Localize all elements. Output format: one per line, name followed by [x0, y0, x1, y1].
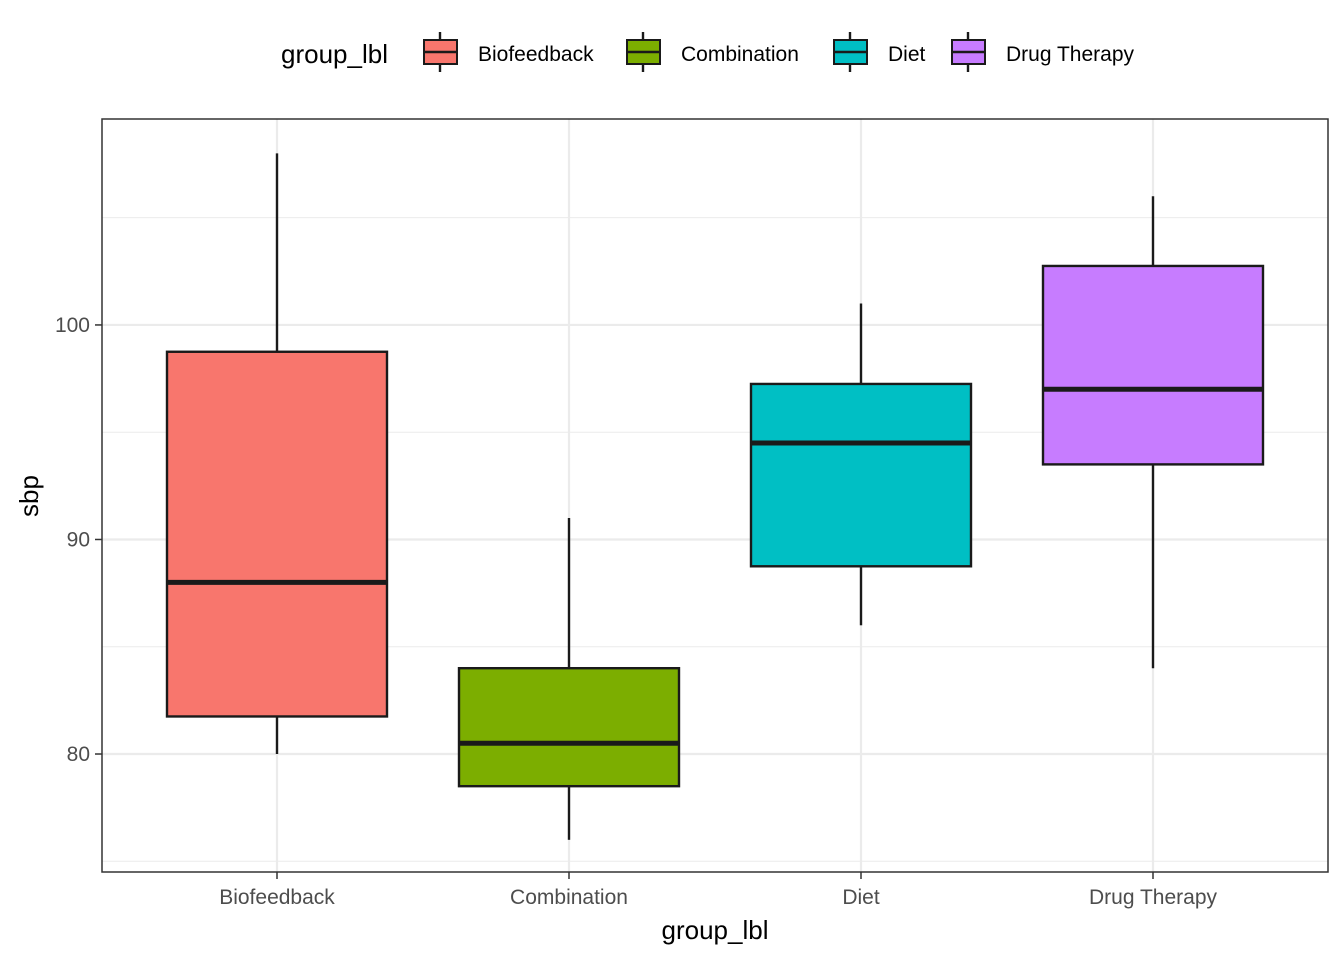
box-iqr [1041, 264, 1265, 466]
y-axis-title: sbp [14, 475, 44, 517]
x-tick-label: Biofeedback [219, 886, 335, 909]
box-combination [457, 518, 681, 840]
box-iqr [749, 382, 973, 568]
x-tick-label: Drug Therapy [1089, 886, 1218, 909]
box-iqr [165, 350, 389, 718]
legend-label: Biofeedback [478, 43, 594, 66]
x-axis-title: group_lbl [662, 915, 769, 945]
box-biofeedback [165, 153, 389, 755]
plot-border [101, 118, 1329, 873]
y-tick-label: 90 [67, 528, 90, 551]
legend-label: Drug Therapy [1006, 43, 1135, 66]
plot-panel [101, 118, 1329, 873]
boxes [165, 153, 1265, 840]
box-iqr [457, 666, 681, 788]
legend-item-drug-therapy: Drug Therapy [951, 32, 1135, 72]
legend: group_lbl Biofeedback Combination Diet Drug… [281, 32, 1135, 72]
legend-item-combination: Combination [626, 32, 799, 72]
legend-label: Combination [681, 43, 799, 66]
box-diet [749, 303, 973, 626]
box-drug-therapy [1041, 196, 1265, 669]
y-tick-label: 80 [67, 743, 90, 766]
legend-title: group_lbl [281, 39, 388, 69]
legend-item-biofeedback: Biofeedback [423, 32, 594, 72]
legend-item-diet: Diet [833, 32, 926, 72]
x-axis: Biofeedback Combination Diet Drug Therapy [219, 872, 1218, 909]
x-tick-label: Combination [510, 886, 628, 909]
x-tick-label: Diet [842, 886, 880, 909]
legend-label: Diet [888, 43, 926, 66]
y-axis: 80 90 100 [55, 314, 102, 766]
y-tick-label: 100 [55, 314, 90, 337]
